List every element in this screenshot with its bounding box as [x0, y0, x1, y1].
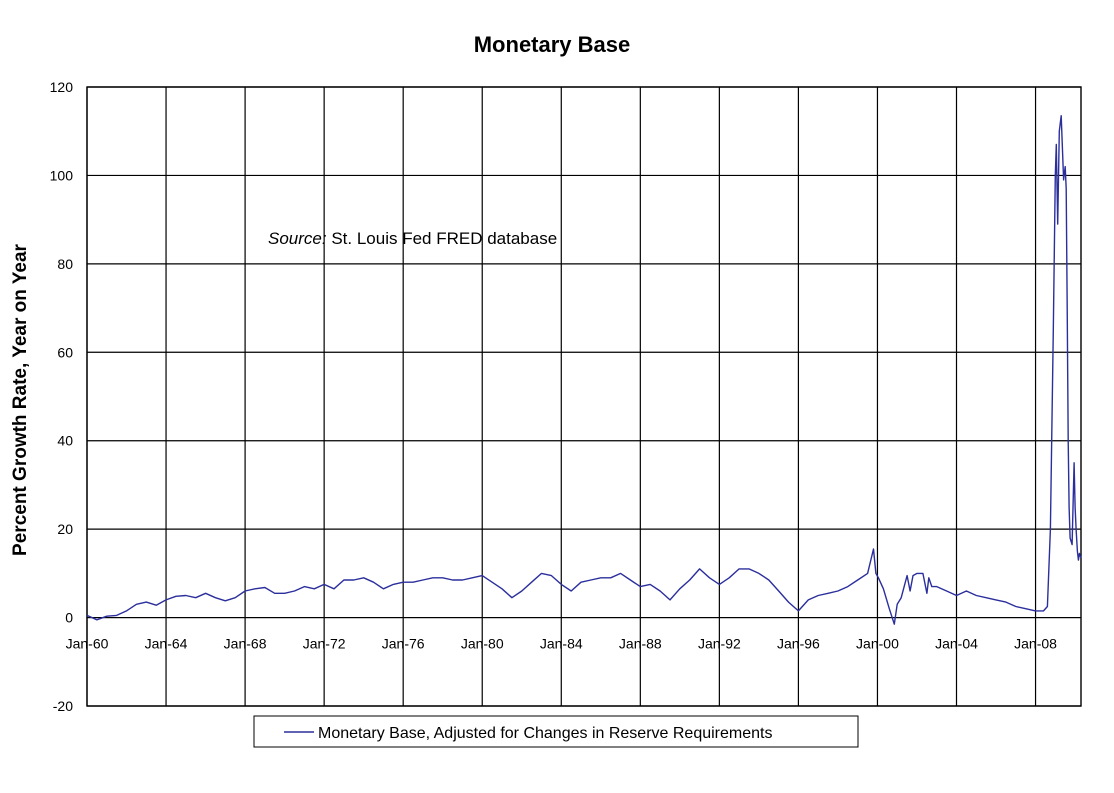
y-tick-label: 40 [57, 433, 73, 449]
x-tick-label: Jan-64 [145, 636, 188, 652]
x-tick-label: Jan-04 [935, 636, 978, 652]
x-tick-labels: Jan-60 Jan-64 Jan-68 Jan-72 Jan-76 Jan-80 Jan-… [66, 636, 1058, 652]
series-layer [86, 114, 1082, 625]
y-tick-label: 0 [65, 610, 73, 626]
legend: Monetary Base, Adjusted for Changes in R… [253, 715, 859, 748]
x-tick-label: Jan-84 [540, 636, 583, 652]
x-tick-label: Jan-88 [619, 636, 662, 652]
x-tick-label: Jan-60 [66, 636, 109, 652]
x-tick-label: Jan-92 [698, 636, 741, 652]
legend-box [253, 715, 859, 748]
x-tick-label: Jan-68 [224, 636, 267, 652]
y-tick-label: 120 [50, 79, 74, 95]
y-tick-labels: -20 0 20 40 60 80 100 120 [50, 79, 74, 714]
y-tick-label: 100 [50, 167, 74, 183]
x-tick-label: Jan-80 [461, 636, 504, 652]
series-line-monetary-base [86, 114, 1082, 625]
x-tick-label: Jan-08 [1014, 636, 1057, 652]
legend-label: Monetary Base, Adjusted for Changes in R… [318, 725, 772, 742]
x-tick-label: Jan-72 [303, 636, 346, 652]
y-tick-label: -20 [53, 698, 73, 714]
y-tick-label: 20 [57, 521, 73, 537]
x-tick-label: Jan-76 [382, 636, 425, 652]
source-annotation-text: St. Louis Fed FRED database [331, 229, 557, 248]
source-annotation-italic: Source: [268, 229, 327, 248]
x-tick-label: Jan-00 [856, 636, 899, 652]
chart-title: Monetary Base [474, 32, 631, 57]
y-axis-title: Percent Growth Rate, Year on Year [10, 243, 31, 555]
grid [86, 86, 1081, 707]
y-tick-label: 60 [57, 344, 73, 360]
x-tick-label: Jan-96 [777, 636, 820, 652]
plot-area-frame [86, 86, 1082, 707]
y-tick-label: 80 [57, 256, 73, 272]
source-annotation: Source: St. Louis Fed FRED database [268, 229, 557, 248]
